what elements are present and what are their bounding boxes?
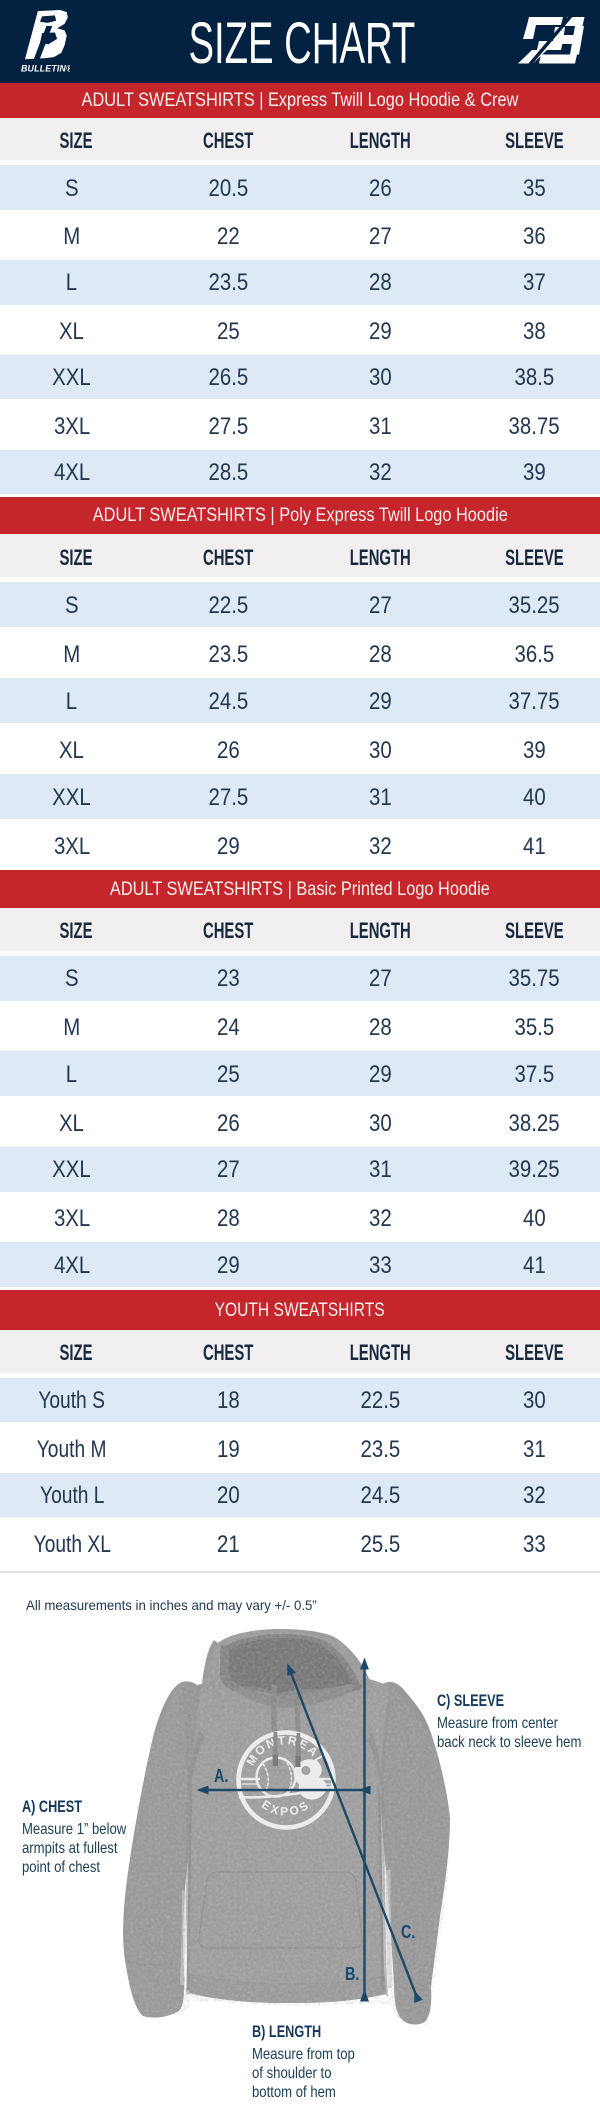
- svg-text:BULLETIN®: BULLETIN®: [21, 64, 70, 74]
